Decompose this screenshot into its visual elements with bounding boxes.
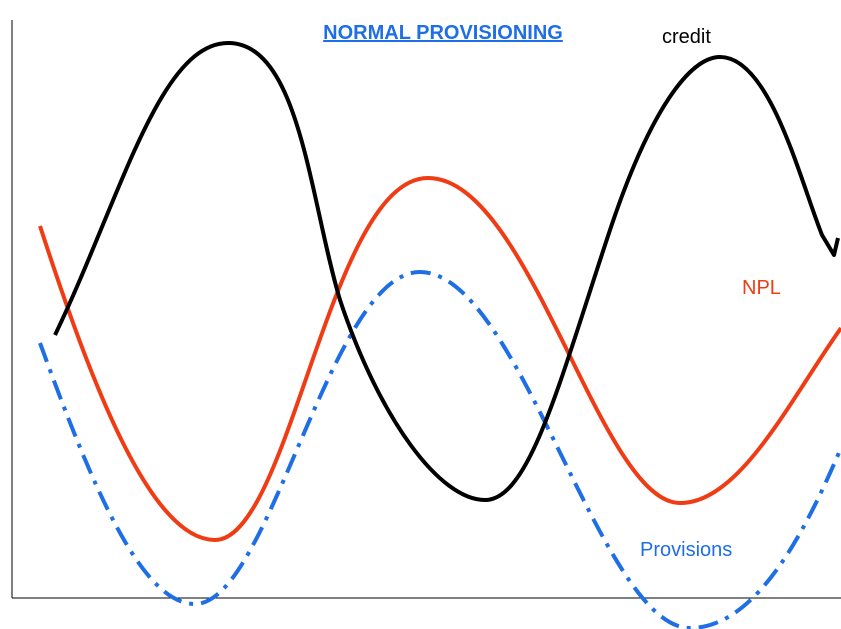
- credit-curve: [53, 40, 840, 502]
- npl-curve: [38, 175, 841, 543]
- title: NORMAL PROVISIONING: [323, 22, 563, 44]
- provisions-curve: [38, 269, 841, 629]
- provisions-label: Provisions: [640, 539, 732, 561]
- npl-label: NPL: [742, 277, 781, 299]
- credit-label: credit: [662, 26, 711, 48]
